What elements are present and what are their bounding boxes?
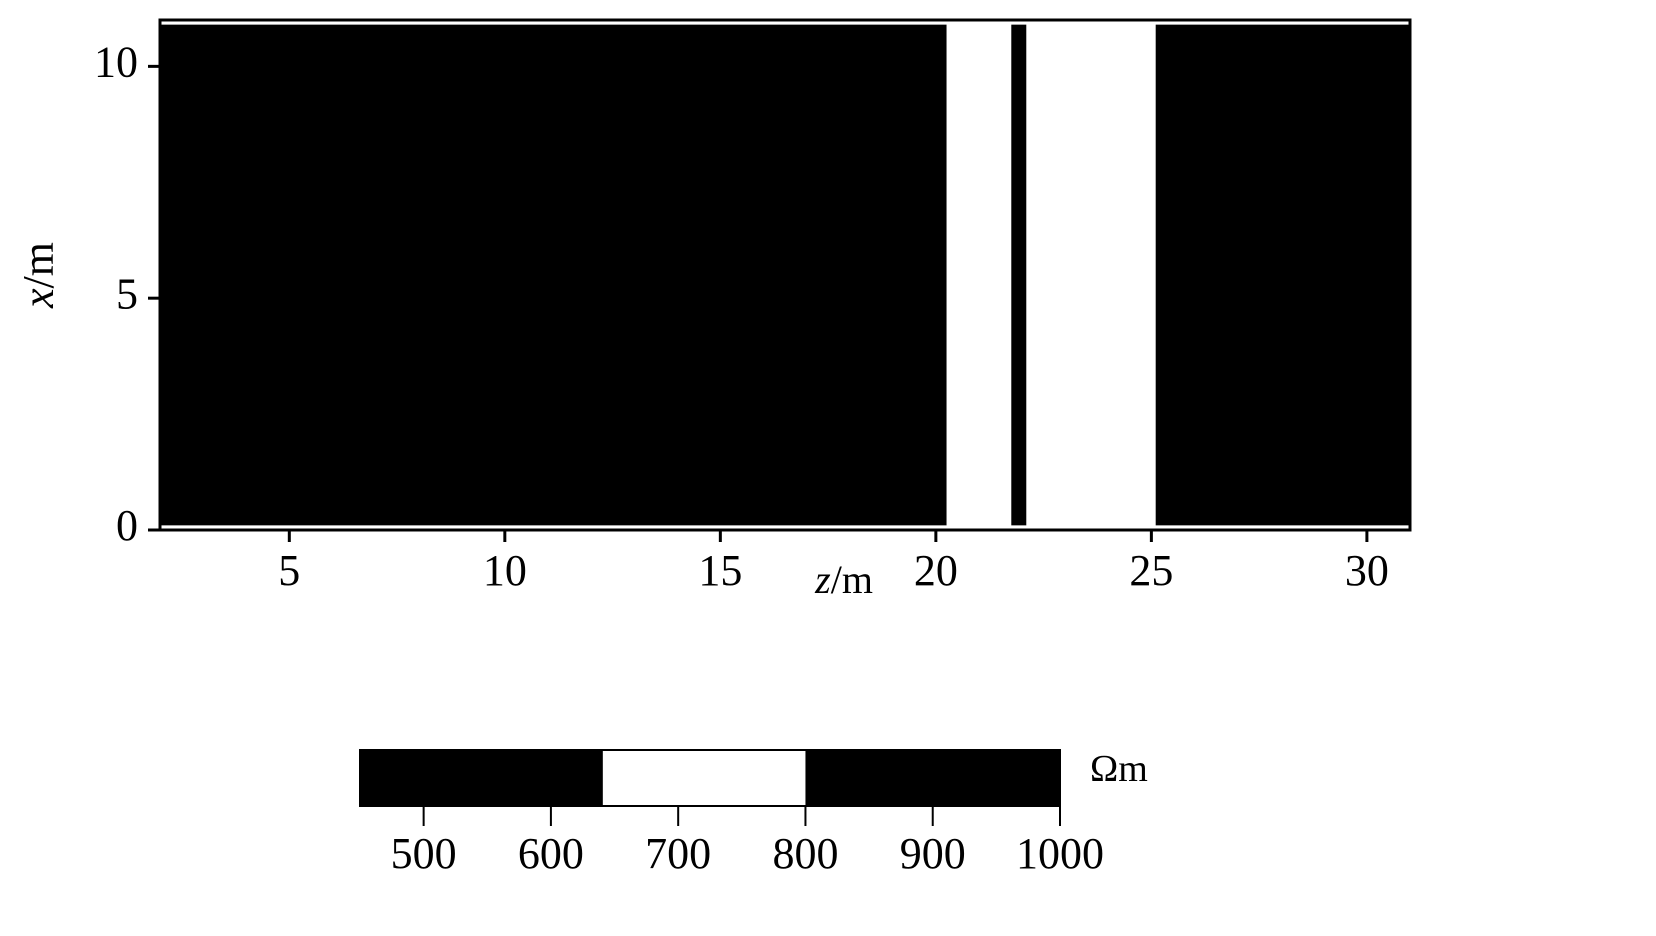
y-tick-label: 5	[116, 269, 138, 318]
colorbar-tick-label: 500	[391, 829, 457, 878]
colorbar-tick-label: 1000	[1016, 829, 1104, 878]
y-axis-label: x/m	[14, 242, 63, 309]
heatmap-band	[1156, 25, 1410, 526]
colorbar-segment	[602, 750, 806, 806]
heatmap-band	[947, 25, 1012, 526]
x-tick-label: 15	[698, 546, 742, 595]
x-tick-label: 25	[1129, 546, 1173, 595]
x-tick-label: 10	[483, 546, 527, 595]
x-tick-label: 20	[914, 546, 958, 595]
x-axis-label: z/m	[814, 557, 873, 602]
colorbar-tick-label: 800	[772, 829, 838, 878]
colorbar-tick-label: 700	[645, 829, 711, 878]
heatmap-band	[1011, 25, 1026, 526]
figure-svg: 5 10 15 20 25 30 z/m 0 5 10 x/m 500 600 700 800 900 1000…	[0, 0, 1656, 936]
colorbar-tick-label: 900	[900, 829, 966, 878]
colorbar-unit: Ωm	[1090, 748, 1148, 790]
colorbar-tick-label: 600	[518, 829, 584, 878]
colorbar-segment	[360, 750, 602, 806]
figure-stage: 5 10 15 20 25 30 z/m 0 5 10 x/m 500 600 700 800 900 1000…	[0, 0, 1656, 936]
y-tick-label: 10	[94, 37, 138, 86]
x-tick-label: 30	[1345, 546, 1389, 595]
heatmap-band	[160, 25, 947, 526]
x-tick-label: 5	[278, 546, 300, 595]
heatmap-band	[1026, 25, 1155, 526]
colorbar-segment	[805, 750, 1060, 806]
y-tick-label: 0	[116, 501, 138, 550]
